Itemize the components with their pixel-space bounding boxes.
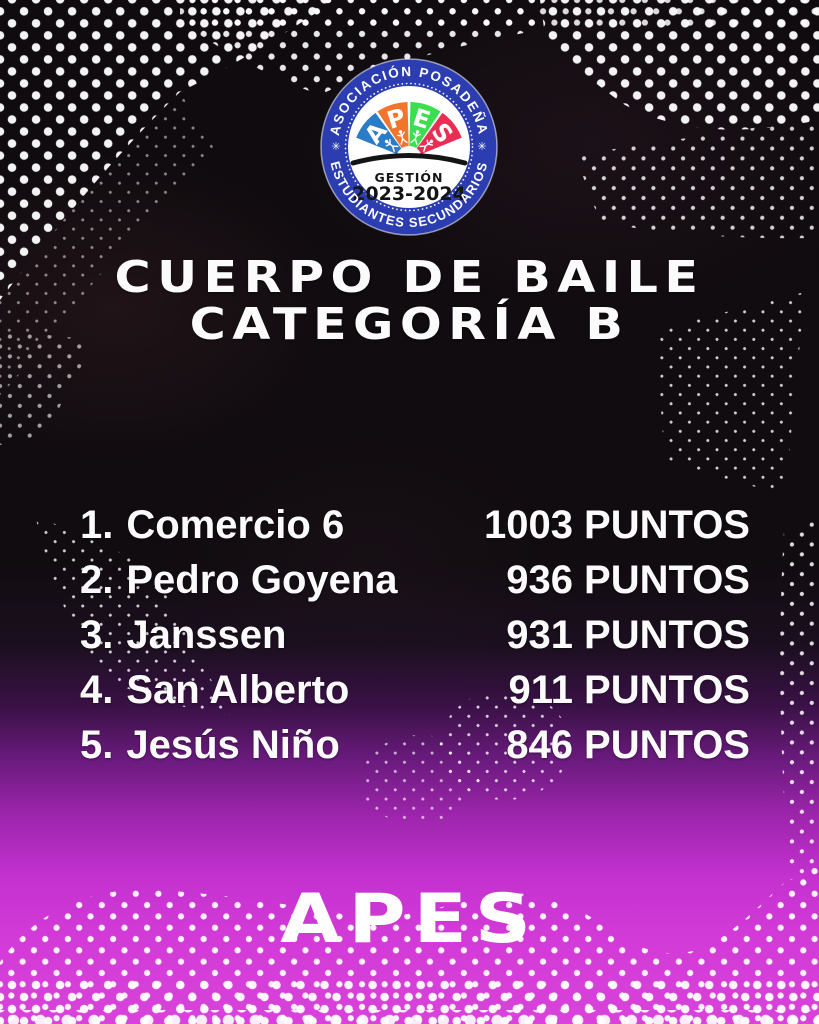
points-label: PUNTOS [584, 503, 750, 547]
dots-bottom-edge [0, 1010, 819, 1024]
points-cell: 846 PUNTOS [506, 718, 750, 773]
school-name: Pedro Goyena [126, 558, 398, 602]
ranking-row: 4. San Alberto 911 PUNTOS [80, 663, 750, 718]
dots-top-left-fringe [0, 92, 215, 395]
ranking-row: 3. Janssen 931 PUNTOS [80, 608, 750, 663]
points-value: 936 [506, 558, 574, 602]
school-name-cell: 5. Jesús Niño [80, 718, 340, 773]
points-label: PUNTOS [584, 613, 750, 657]
points-cell: 931 PUNTOS [506, 608, 750, 663]
school-name-cell: 4. San Alberto [80, 663, 349, 718]
school-name-cell: 2. Pedro Goyena [80, 553, 398, 608]
ranking-row: 2. Pedro Goyena 936 PUNTOS [80, 553, 750, 608]
points-cell: 911 PUNTOS [509, 663, 751, 718]
school-name: Janssen [126, 613, 287, 657]
points-cell: 936 PUNTOS [506, 553, 750, 608]
points-value: 846 [506, 723, 574, 767]
school-name-cell: 1. Comercio 6 [80, 498, 344, 553]
ranking-row: 1. Comercio 6 1003 PUNTOS [80, 498, 750, 553]
school-name: Comercio 6 [126, 503, 345, 547]
footer-brand: APES [280, 880, 539, 959]
logo-inner-circle [348, 86, 470, 208]
school-name: San Alberto [126, 668, 350, 712]
dots-top-right [540, 0, 819, 130]
points-label: PUNTOS [584, 668, 750, 712]
rank-number: 4. [80, 668, 114, 712]
dots-bottom-large [0, 978, 819, 1024]
logo-dotted-ring [344, 82, 474, 212]
points-value: 911 [508, 668, 574, 712]
title-line-1: CUERPO DE BAILE [114, 252, 705, 303]
apes-logo: A P E S GESTIÓN 2023-2024 ASOCIACIÓN POS… [319, 57, 499, 237]
rank-number: 5. [80, 723, 114, 767]
school-name-cell: 3. Janssen [80, 608, 286, 663]
dots-right-band-a [575, 118, 819, 239]
rank-number: 1. [80, 503, 114, 547]
dots-top-strip [180, 0, 819, 26]
gestion-years: 2023-2024 [352, 183, 466, 205]
rank-number: 3. [80, 613, 114, 657]
title-line-2: CATEGORÍA B [189, 299, 630, 350]
points-label: PUNTOS [584, 723, 750, 767]
gestion-label: GESTIÓN [374, 170, 443, 185]
logo-arc-line [350, 153, 468, 166]
ranking-row: 5. Jesús Niño 846 PUNTOS [80, 718, 750, 773]
page-title: CUERPO DE BAILE CATEGORÍA B [0, 254, 819, 348]
rank-number: 2. [80, 558, 114, 602]
points-label: PUNTOS [584, 558, 750, 602]
points-value: 1003 [484, 503, 574, 547]
star-separator-left-icon: ✳ [331, 141, 340, 153]
ranking-list: 1. Comercio 6 1003 PUNTOS 2. Pedro Goyena 9… [80, 498, 750, 773]
dots-right-edge [780, 520, 819, 880]
star-separator-right-icon: ✳ [477, 141, 486, 153]
school-name: Jesús Niño [126, 723, 340, 767]
points-value: 931 [506, 613, 574, 657]
points-cell: 1003 PUNTOS [484, 498, 750, 553]
